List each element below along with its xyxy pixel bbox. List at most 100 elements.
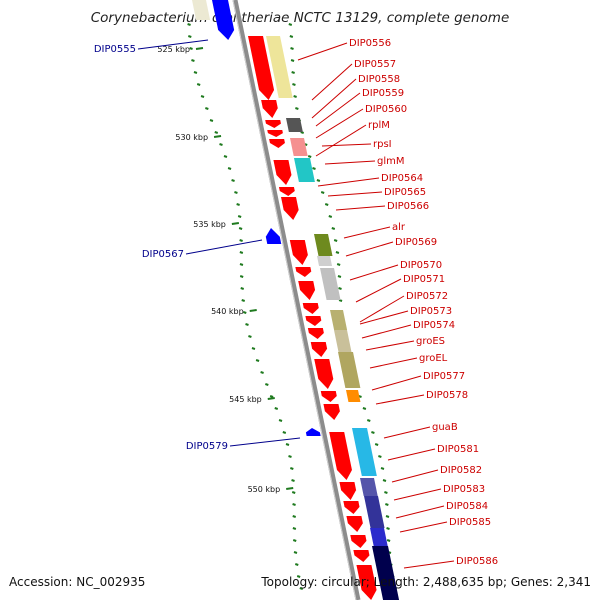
gc-skew-dot: [231, 179, 235, 182]
gene-label-dip0573[interactable]: DIP0573: [410, 306, 452, 317]
forward-gene-arrow[interactable]: [267, 130, 283, 137]
gc-content-dot: [371, 431, 375, 434]
gc-skew-dot: [238, 227, 243, 230]
gc-skew-dot: [189, 47, 193, 50]
forward-gene-arrow[interactable]: [265, 120, 281, 128]
cog-color-band: [372, 546, 400, 600]
gene-label-dip0564[interactable]: DIP0564: [381, 173, 423, 184]
forward-gene-arrow[interactable]: [295, 267, 312, 277]
gene-leader-line: [359, 295, 405, 323]
gene-label-rpsi[interactable]: rpsI: [373, 139, 392, 150]
forward-gene-arrow[interactable]: [278, 187, 295, 196]
gene-label-dip0560[interactable]: DIP0560: [365, 104, 407, 115]
gene-label-dip0569[interactable]: DIP0569: [395, 237, 437, 248]
gene-label-dip0583[interactable]: DIP0583: [443, 484, 485, 495]
forward-gene-arrow[interactable]: [323, 404, 340, 420]
gc-skew-dot: [237, 215, 242, 218]
gc-content-dot: [312, 167, 316, 170]
gc-content-dot: [338, 299, 343, 302]
gene-label-dip0574[interactable]: DIP0574: [413, 320, 455, 331]
gc-skew-dot: [187, 35, 192, 38]
gene-label-dip0577[interactable]: DIP0577: [423, 371, 465, 382]
forward-gene-arrow[interactable]: [269, 139, 285, 148]
gc-skew-dot: [223, 155, 228, 158]
gene-label-dip0572[interactable]: DIP0572: [406, 291, 448, 302]
forward-gene-arrow[interactable]: [350, 535, 367, 548]
gene-label-dip0555[interactable]: DIP0555: [94, 44, 136, 55]
gene-label-rplm[interactable]: rplM: [368, 120, 390, 131]
gc-skew-dot: [240, 287, 245, 290]
gene-label-dip0558[interactable]: DIP0558: [358, 74, 400, 85]
forward-gene-arrow[interactable]: [353, 550, 370, 562]
gene-label-dip0570[interactable]: DIP0570: [400, 260, 442, 271]
gene-label-alr[interactable]: alr: [392, 222, 406, 233]
gene-label-dip0579[interactable]: DIP0579: [186, 441, 228, 452]
forward-gene-arrow[interactable]: [302, 303, 319, 314]
forward-gene-arrow[interactable]: [248, 36, 275, 100]
gene-leader-line: [315, 108, 364, 139]
forward-gene-arrow[interactable]: [343, 501, 360, 514]
forward-gene-arrow[interactable]: [346, 516, 363, 532]
forward-gene-arrow[interactable]: [310, 342, 328, 357]
gc-skew-dot: [293, 551, 298, 554]
forward-gene-arrow[interactable]: [305, 316, 322, 326]
gene-leader-line: [311, 63, 353, 101]
gene-label-dip0584[interactable]: DIP0584: [446, 501, 488, 512]
gene-label-groes[interactable]: groES: [416, 336, 445, 347]
gc-skew-dot: [299, 587, 304, 590]
gc-content-dot: [380, 467, 385, 470]
forward-gene-arrow[interactable]: [356, 565, 377, 600]
gc-content-dot: [316, 179, 321, 182]
gene-leader-line: [345, 241, 394, 257]
gene-leader-line: [349, 264, 399, 281]
gc-skew-dot: [285, 443, 290, 446]
gene-label-glmm[interactable]: glmM: [377, 156, 405, 167]
forward-gene-arrow[interactable]: [339, 482, 357, 500]
gene-leader-line: [391, 469, 439, 483]
gene-label-dip0557[interactable]: DIP0557: [354, 59, 396, 70]
reverse-gene-arrow-dip0579[interactable]: [305, 428, 321, 436]
forward-gene-arrow[interactable]: [261, 100, 278, 118]
cog-color-band: [192, 0, 211, 20]
gc-content-dot: [290, 59, 295, 62]
kbp-tick-mark: [249, 309, 257, 312]
gc-skew-dot: [200, 95, 205, 98]
gene-label-dip0565[interactable]: DIP0565: [384, 187, 426, 198]
gene-label-dip0556[interactable]: DIP0556: [349, 38, 391, 49]
gene-label-dip0578[interactable]: DIP0578: [426, 390, 468, 401]
gene-label-dip0582[interactable]: DIP0582: [440, 465, 482, 476]
gc-content-dot: [320, 191, 325, 194]
gene-label-dip0567[interactable]: DIP0567: [142, 249, 184, 260]
forward-gene-arrow[interactable]: [320, 391, 337, 402]
gc-skew-dot: [292, 503, 296, 506]
gene-label-dip0585[interactable]: DIP0585: [449, 517, 491, 528]
gene-leader-line: [387, 448, 436, 461]
forward-gene-arrow[interactable]: [307, 328, 324, 339]
cog-color-band: [334, 330, 352, 352]
gc-skew-dot: [245, 323, 249, 326]
gene-label-groel[interactable]: groEL: [419, 353, 448, 364]
gene-label-dip0559[interactable]: DIP0559: [362, 88, 404, 99]
gene-leader-line: [355, 278, 402, 303]
gc-skew-dot: [294, 563, 299, 566]
gene-label-guab[interactable]: guaB: [432, 422, 458, 433]
forward-gene-arrow[interactable]: [329, 432, 352, 480]
forward-gene-arrow[interactable]: [314, 359, 334, 389]
forward-gene-arrow[interactable]: [273, 160, 292, 185]
gc-skew-dot: [205, 107, 209, 110]
gene-label-dip0581[interactable]: DIP0581: [437, 444, 479, 455]
gc-skew-dot: [288, 455, 292, 458]
reverse-gene-arrow-dip0555[interactable]: [212, 0, 235, 40]
gc-skew-dot: [236, 203, 240, 206]
forward-gene-arrow[interactable]: [298, 281, 316, 300]
gc-skew-dot: [239, 251, 244, 254]
cog-color-band: [352, 428, 377, 476]
reverse-gene-arrow-dip0567[interactable]: [265, 228, 282, 244]
forward-gene-arrow[interactable]: [289, 240, 308, 265]
forward-gene-arrow[interactable]: [281, 197, 299, 220]
cog-color-band: [314, 234, 333, 256]
cog-color-band: [330, 310, 348, 330]
gene-label-dip0566[interactable]: DIP0566: [387, 201, 429, 212]
gene-label-dip0571[interactable]: DIP0571: [403, 274, 445, 285]
gene-label-dip0586[interactable]: DIP0586: [456, 556, 498, 567]
